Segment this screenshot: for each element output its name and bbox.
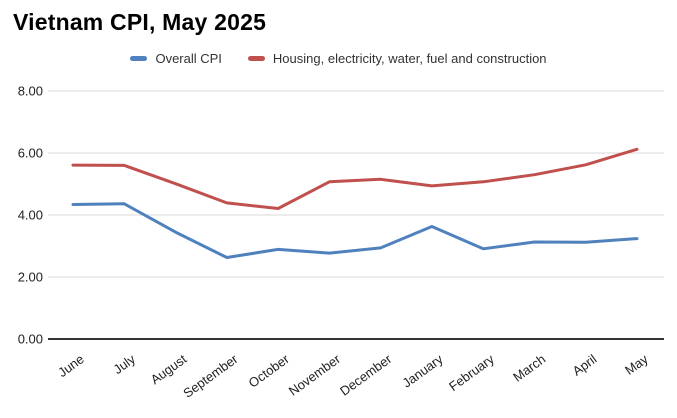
x-tick-label-march: March	[510, 351, 548, 384]
y-tick-label-0.00: 0.00	[18, 332, 43, 347]
legend-label: Housing, electricity, water, fuel and co…	[272, 51, 547, 66]
y-tick-label-8.00: 8.00	[18, 84, 43, 99]
x-tick-label-june: June	[55, 351, 87, 380]
chart-title: Vietnam CPI, May 2025	[13, 9, 267, 35]
x-tick-label-october: October	[246, 351, 293, 391]
legend-swatch-icon	[247, 56, 265, 61]
x-tick-label-july: July	[111, 351, 139, 377]
y-tick-label-4.00: 4.00	[18, 208, 43, 223]
y-tick-label-2.00: 2.00	[18, 270, 43, 285]
overall-cpi-line	[71, 202, 639, 259]
x-tick-label-february: February	[446, 351, 497, 394]
y-tick-label-6.00: 6.00	[18, 146, 43, 161]
legend: Overall CPI Housing, electricity, water, …	[0, 51, 677, 66]
x-tick-label-may: May	[622, 351, 651, 378]
x-tick-label-april: April	[570, 351, 600, 378]
x-tick-label-september: September	[180, 351, 241, 401]
legend-item-overall-cpi: Overall CPI	[130, 51, 222, 66]
legend-item-housing-electricity-water-fuel-and-const: Housing, electricity, water, fuel and co…	[247, 51, 547, 66]
housing-electricity-water-fuel-and-const-line	[71, 147, 639, 210]
x-tick-label-december: December	[337, 351, 395, 399]
x-tick-label-august: August	[148, 351, 190, 387]
legend-swatch-icon	[130, 56, 148, 61]
x-tick-label-january: January	[399, 351, 446, 391]
legend-label: Overall CPI	[155, 51, 222, 66]
x-tick-label-november: November	[286, 351, 344, 399]
